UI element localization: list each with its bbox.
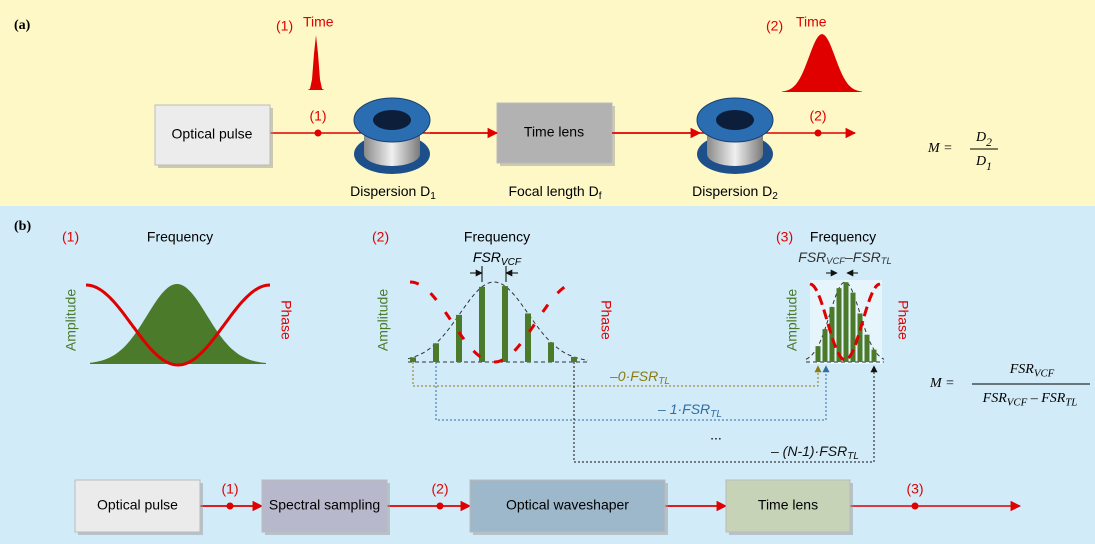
subscript: VCF bbox=[826, 256, 846, 266]
subscript: TL bbox=[847, 451, 859, 462]
phase-label: Phase bbox=[278, 300, 294, 340]
point-label: (1) bbox=[309, 108, 326, 124]
point-dot bbox=[227, 503, 234, 510]
plot-axis-label: Frequency bbox=[147, 229, 213, 245]
plot-marker: (1) bbox=[62, 229, 79, 245]
subscript: TL bbox=[1065, 397, 1077, 409]
sample-bar bbox=[823, 329, 828, 362]
pulse-marker: (1) bbox=[276, 18, 293, 34]
text-part: – FSR bbox=[1027, 391, 1066, 406]
sample-bar bbox=[525, 313, 531, 362]
plot-axis-label: Frequency bbox=[810, 229, 876, 245]
sample-bar bbox=[456, 315, 462, 362]
text-part: – 1·FSR bbox=[657, 401, 710, 417]
block-label: Time lens bbox=[524, 124, 584, 140]
block-label: Time lens bbox=[758, 497, 818, 513]
amplitude-label: Amplitude bbox=[375, 289, 391, 351]
subscript: 1 bbox=[430, 191, 436, 202]
text-part: –0·FSR bbox=[609, 368, 658, 384]
subscript: VCF bbox=[1007, 397, 1028, 409]
sample-bar bbox=[872, 350, 877, 362]
plot-axis-label: Frequency bbox=[464, 229, 530, 245]
subscript: TL bbox=[658, 376, 670, 387]
block-label: Spectral sampling bbox=[269, 497, 380, 513]
subscript: TL bbox=[881, 256, 892, 266]
subscript: VCF bbox=[501, 257, 522, 268]
block-label: Optical pulse bbox=[97, 497, 178, 513]
point-label: (1) bbox=[221, 481, 238, 497]
subscript: 2 bbox=[772, 191, 778, 202]
pulse-marker: (2) bbox=[766, 18, 783, 34]
phase-label: Phase bbox=[895, 300, 911, 340]
sample-bar bbox=[865, 335, 870, 362]
ellipsis: ... bbox=[710, 427, 722, 443]
sample-bar bbox=[816, 346, 821, 362]
sample-bar bbox=[433, 343, 439, 362]
sample-bar bbox=[837, 288, 842, 362]
text-part: FSR bbox=[473, 249, 501, 265]
subscript: VCF bbox=[1034, 368, 1055, 380]
subscript: f bbox=[599, 191, 602, 202]
sample-bar bbox=[548, 342, 554, 362]
text-part: Dispersion D bbox=[692, 183, 772, 199]
amplitude-label: Amplitude bbox=[784, 289, 800, 351]
text-part: Focal length D bbox=[508, 183, 598, 199]
point-dot bbox=[437, 503, 444, 510]
text-part: FSR bbox=[982, 391, 1008, 406]
spool-body-base bbox=[707, 142, 763, 166]
block-label: Optical waveshaper bbox=[506, 497, 629, 513]
subscript: 2 bbox=[986, 136, 992, 148]
sample-bar bbox=[479, 287, 485, 362]
point-dot bbox=[815, 130, 822, 137]
spool-body-base bbox=[364, 142, 420, 166]
plot-marker: (2) bbox=[372, 229, 389, 245]
formula-lhs: M = bbox=[929, 376, 955, 391]
sample-bar bbox=[844, 282, 849, 362]
text-part: Dispersion D bbox=[350, 183, 430, 199]
spacing-label: FSRVCF–FSRTL bbox=[798, 249, 891, 267]
panel-label: (b) bbox=[14, 219, 31, 234]
formula-lhs: M = bbox=[927, 141, 953, 156]
text-part: – (N-1)·FSR bbox=[770, 443, 847, 459]
text-part: FSR bbox=[1009, 362, 1035, 377]
point-label: (2) bbox=[809, 108, 826, 124]
text-part: D bbox=[975, 130, 986, 145]
text-part: D bbox=[975, 154, 986, 169]
spool-hole bbox=[716, 110, 754, 130]
point-dot bbox=[912, 503, 919, 510]
sample-bar bbox=[830, 307, 835, 362]
point-label: (3) bbox=[906, 481, 923, 497]
point-label: (2) bbox=[431, 481, 448, 497]
subscript: 1 bbox=[986, 160, 992, 172]
sample-bar bbox=[410, 357, 416, 362]
subscript: TL bbox=[710, 409, 722, 420]
pulse-axis-label: Time bbox=[796, 14, 827, 30]
plot-marker: (3) bbox=[776, 229, 793, 245]
sample-bar bbox=[502, 286, 508, 362]
text-part: –FSR bbox=[844, 249, 881, 265]
amplitude-label: Amplitude bbox=[63, 289, 79, 351]
phase-label: Phase bbox=[598, 300, 614, 340]
text-part: FSR bbox=[798, 249, 826, 265]
point-dot bbox=[315, 130, 322, 137]
spool-hole bbox=[373, 110, 411, 130]
panel-label: (a) bbox=[14, 18, 31, 33]
block-label: Optical pulse bbox=[172, 126, 253, 142]
pulse-axis-label: Time bbox=[303, 14, 334, 30]
sample-bar bbox=[571, 357, 577, 362]
diagram: (a) (1) Time (2) Time Optical pulse Time lens (… bbox=[0, 0, 1095, 544]
